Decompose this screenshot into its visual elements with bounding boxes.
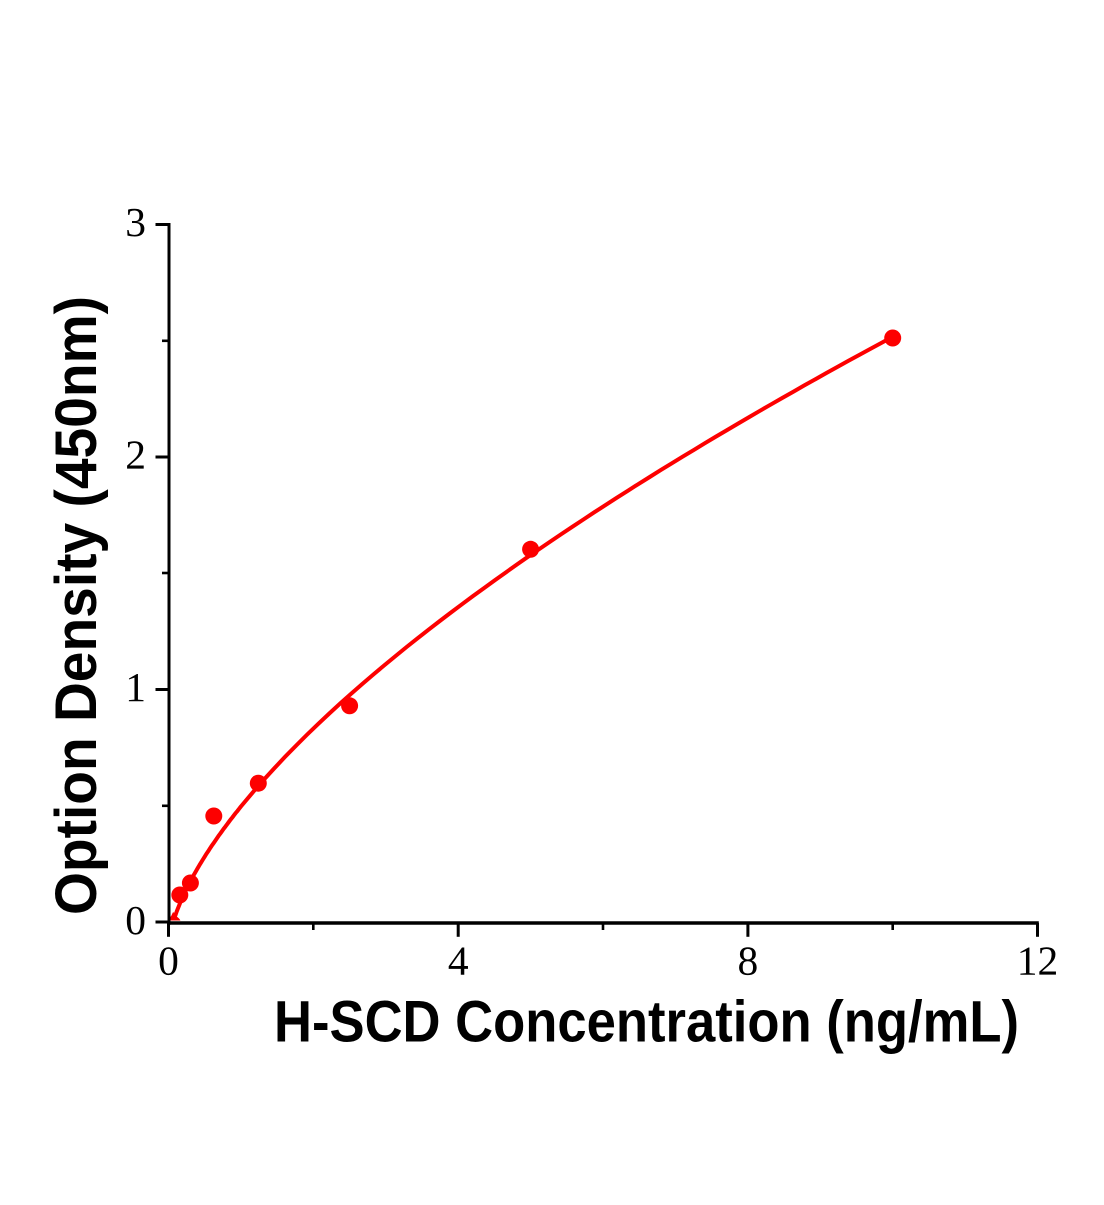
svg-text:1: 1 [125, 664, 146, 710]
svg-text:H-SCD Concentration (ng/mL): H-SCD Concentration (ng/mL) [274, 990, 1019, 1055]
svg-text:2: 2 [125, 432, 146, 478]
svg-text:3: 3 [125, 199, 146, 245]
svg-text:Option Density (450nm): Option Density (450nm) [44, 296, 109, 915]
svg-text:0: 0 [158, 938, 179, 984]
svg-text:0: 0 [125, 897, 146, 943]
svg-text:12: 12 [1017, 938, 1059, 984]
svg-text:4: 4 [448, 938, 469, 984]
svg-text:8: 8 [738, 938, 759, 984]
